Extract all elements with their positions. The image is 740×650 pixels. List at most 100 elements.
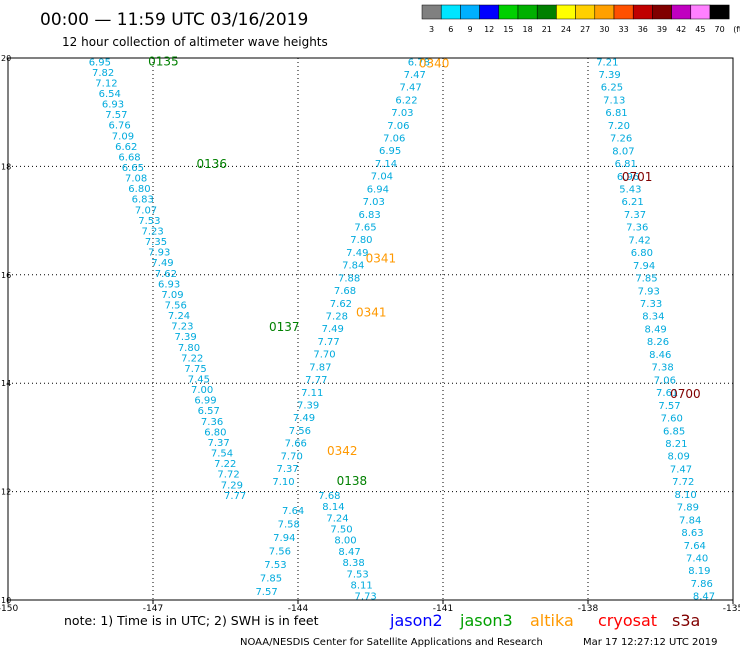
colorbar-swatch [594,4,615,20]
swh-value-label: 7.84 [342,261,364,272]
swh-value-label: 6.83 [132,195,154,206]
swh-value-label: 7.68 [334,286,356,297]
note-text: note: 1) Time is in UTC; 2) SWH is in fe… [64,613,319,628]
colorbar-tick-label: 12 [484,25,494,34]
pass-time-label: 0341 [356,306,387,320]
swh-value-label: 8.14 [322,502,344,513]
swh-value-label: 7.03 [391,108,413,119]
swh-value-label: 7.09 [112,131,134,142]
swh-value-label: 7.07 [135,205,157,216]
swh-value-label: 6.83 [358,210,380,221]
y-tick-label: 12 [1,488,11,497]
swh-value-label: 7.72 [217,470,239,481]
swh-value-label: 7.49 [151,258,173,269]
swh-value-label: 7.54 [211,449,233,460]
swh-value-label: 7.06 [387,121,409,132]
pass-time-label: 0341 [366,252,397,266]
swh-value-label: 7.60 [661,414,683,425]
swh-value-label: 7.47 [404,70,426,81]
swh-value-label: 8.34 [642,312,664,323]
x-tick-label: -135 [723,604,740,614]
y-tick-label: 20 [1,54,11,63]
colorbar-tick-label: 6 [448,25,453,34]
legend: jason2 jason3 altika cryosat s3a [389,611,700,630]
swh-value-label: 7.77 [317,337,339,348]
colorbar-swatch [671,4,692,20]
swh-value-label: 6.93 [102,100,124,111]
swh-value-label: 7.39 [599,70,621,81]
swh-value-label: 7.58 [278,519,300,530]
swh-value-label: 7.22 [181,353,203,364]
swh-value-label: 7.77 [305,375,327,386]
colorbar-unit: (ft) [733,25,740,34]
colorbar-tick-label: 36 [638,25,648,34]
legend-item-cryosat: cryosat [598,611,657,630]
swh-value-label: 8.38 [342,558,364,569]
swh-value-label: 6.80 [204,427,226,438]
colorbar-tick-label: 42 [676,25,686,34]
swh-value-label: 7.36 [626,223,648,234]
swh-value-label: 6.76 [109,121,131,132]
legend-item-s3a: s3a [672,611,700,630]
pass-time-label: 0136 [197,157,228,171]
swh-value-label: 7.70 [313,350,335,361]
plot-frame [7,57,734,601]
swh-value-label: 5.43 [619,184,641,195]
swh-value-label: 7.64 [282,506,304,517]
colorbar-tick-label: 30 [599,25,609,34]
swh-value-label: 7.75 [184,364,206,375]
swh-value-label: 8.09 [668,452,690,463]
swh-value-label: 7.62 [155,269,177,280]
colorbar-swatch [709,4,730,20]
swh-value-label: 7.24 [326,513,348,524]
swh-value-label: 6.80 [631,248,653,259]
swh-value-label: 7.47 [670,464,692,475]
swh-value-label: 7.72 [672,477,694,488]
colorbar-swatch [498,4,519,20]
swh-value-label: 7.53 [264,560,286,571]
swh-value-label: 7.89 [677,503,699,514]
pass-time-label: 0340 [419,56,450,70]
swh-value-label: 7.14 [375,159,397,170]
colorbar-swatch [460,4,480,20]
swh-value-label: 7.42 [628,235,650,246]
swh-value-label: 6.62 [115,142,137,153]
swh-value-label: 7.24 [168,311,190,322]
swh-value-label: 7.40 [686,553,708,564]
swh-value-label: 6.96 [617,172,639,183]
swh-value-label: 7.11 [301,388,323,399]
swh-value-label: 7.65 [354,223,376,234]
footer-timestamp: Mar 17 12:27:12 UTC 2019 [583,637,718,648]
y-tick-label: 10 [1,596,11,605]
swh-value-label: 7.70 [281,451,303,462]
swh-value-label: 8.19 [688,566,710,577]
swh-value-label: 8.63 [681,528,703,539]
pass-time-label: 0138 [337,474,368,488]
legend-item-jason3: jason3 [459,611,513,630]
footer-credit: NOAA/NESDIS Center for Satellite Applica… [240,637,543,648]
swh-value-label: 6.81 [615,159,637,170]
colorbar-tick-label: 9 [467,25,472,34]
swh-value-label: 7.38 [651,363,673,374]
swh-value-label: 7.56 [289,426,311,437]
swh-value-label: 7.10 [272,477,294,488]
swh-value-label: 7.85 [635,274,657,285]
legend-item-jason2: jason2 [389,611,443,630]
swh-value-label: 8.47 [338,547,360,558]
swh-value-label: 7.22 [214,459,236,470]
swh-value-label: 6.85 [663,426,685,437]
x-tick-label: -147 [143,604,163,614]
swh-value-label: 7.37 [624,210,646,221]
swh-value-label: 8.00 [334,536,356,547]
colorbar-tick-label: 18 [523,25,533,34]
swh-value-label: 7.53 [138,216,160,227]
colorbar-tick-label: 3 [429,25,434,34]
swh-value-label: 7.94 [633,261,655,272]
swh-value-label: 6.54 [99,89,121,100]
colorbar-swatch [556,4,576,20]
swh-value-label: 6.65 [122,163,144,174]
swh-value-label: 7.56 [165,300,187,311]
swh-value-label: 7.49 [293,413,315,424]
swh-value-label: 7.03 [363,197,385,208]
